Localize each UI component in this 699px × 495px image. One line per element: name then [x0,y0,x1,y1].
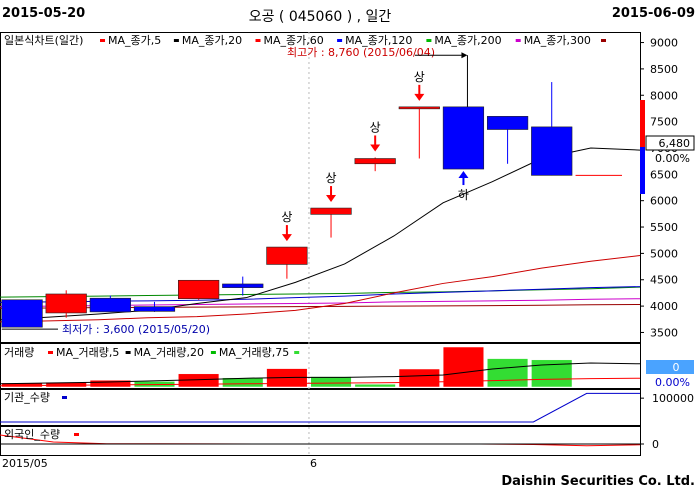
limit-down-label: 하 [458,188,469,202]
y-tick-label: 8000 [650,89,678,102]
current-price-label: 6,480 [659,137,691,150]
start-date: 2015-05-20 [2,6,86,21]
legend-label: MA_종가,5 [108,34,161,47]
legend-swatch [100,39,105,42]
legend-swatch [255,39,261,42]
foreign-tick-label: 0 [652,438,659,451]
legend-swatch-ma300 [601,39,606,42]
volume-legend-swatch [210,351,216,354]
y-tick-label: 8500 [650,63,678,76]
volume-ma-line-2 [0,377,641,387]
candle-body [310,207,352,215]
y-tick-label: 5500 [650,221,678,234]
legend-swatch [337,39,343,42]
price-scale-down-bar [640,147,645,194]
panel-frame-3 [0,426,641,456]
volume-legend-swatch [48,351,53,354]
candle-body [398,106,440,110]
volume-bar [398,368,440,388]
limit-up-arrowhead [326,195,337,203]
legend-swatch [173,39,179,42]
volume-panel-title: 거래량 [4,346,34,359]
price-panel-title: 일본식차트(일간) [4,33,83,47]
candle-body [89,297,131,313]
limit-down-arrowhead [458,171,469,179]
high-pointer-arrow [461,52,468,59]
candle-body [266,246,308,265]
panel-frame-0 [0,32,641,343]
month-label: 2015/05 [2,457,48,470]
y-tick-label: 6000 [650,195,678,208]
volume-legend-swatch [125,351,131,354]
candle-body [442,106,485,170]
volume-bar [89,379,131,388]
candle-body [486,116,529,130]
volume-bar [310,376,352,388]
institution-line [0,392,640,423]
volume-legend-swatch-end [294,351,300,354]
legend-label: MA_종가,120 [345,34,412,47]
limit-up-label: 상 [370,120,381,134]
volume-bar [442,346,485,388]
low-price-annotation: 최저가 : 3,600 (2015/05/20) [62,323,210,336]
y-tick-label: 7500 [650,116,678,129]
limit-up-arrowhead [414,93,425,101]
candle-body [45,293,87,314]
current-price-box [645,135,695,151]
volume-bar [354,383,396,388]
y-tick-label: 3500 [650,326,678,339]
y-tick-label: 4000 [650,300,678,313]
institution-legend-swatch [62,396,67,399]
limit-up-arrowhead [281,234,292,242]
chart-footer: 2015/05 6 Daishin Securities Co. Ltd. [0,455,699,495]
legend-label: MA_종가,20 [182,34,242,47]
volume-bar [222,377,264,388]
y-tick-label: 9000 [650,37,678,50]
candle-body [222,283,264,288]
x-tick-label: 6 [310,457,317,470]
legend-swatch [515,39,521,42]
high-price-annotation: 최고가 : 8,760 (2015/06/04) [287,46,435,59]
ma20-line [0,255,641,323]
chart-title: 오공 ( 045060 ) , 일간 [248,9,392,25]
panel-frame-2 [0,389,641,426]
limit-up-label: 상 [281,210,292,224]
chart-header: 2015-05-20 오공 ( 045060 ) , 일간 2015-06-09 [0,0,699,32]
current-change-label: 0.00% [655,152,690,165]
volume-legend-label: MA_거래량,5 [56,346,119,359]
institution-tick-label: 100000 [652,392,694,405]
volume-change-label: 0.00% [655,376,690,389]
legend-label: MA_종가,300 [524,34,591,47]
company-name: Daishin Securities Co. Ltd. [501,474,695,489]
candle-body [531,126,573,176]
volume-bar [487,358,529,388]
limit-up-arrowhead [370,144,381,152]
candle-body [178,279,220,300]
volume-value-label: 0 [673,361,680,374]
end-date: 2015-06-09 [611,6,695,21]
foreign-legend-swatch [74,433,79,436]
volume-value-box [646,360,694,374]
candle-body [1,299,43,328]
y-tick-label: 6500 [650,168,678,181]
volume-legend-label: MA_거래량,20 [134,346,204,359]
limit-up-label: 상 [414,70,425,84]
institution-panel-title: 기관_수량 [4,391,50,404]
y-tick-label: 5000 [650,247,678,260]
candle-body [133,306,176,312]
foreign-panel-title: 외국인_수량 [4,428,60,441]
candle-body [354,158,396,165]
legend-swatch [426,39,432,42]
y-tick-label: 4500 [650,274,678,287]
limit-up-label: 상 [326,171,337,185]
volume-legend-label: MA_거래량,75 [219,346,289,359]
legend-label: MA_종가,60 [264,34,324,47]
volume-ma-line [0,362,641,385]
price-scale-up-bar [640,100,645,147]
legend-label: MA_종가,200 [434,34,501,47]
